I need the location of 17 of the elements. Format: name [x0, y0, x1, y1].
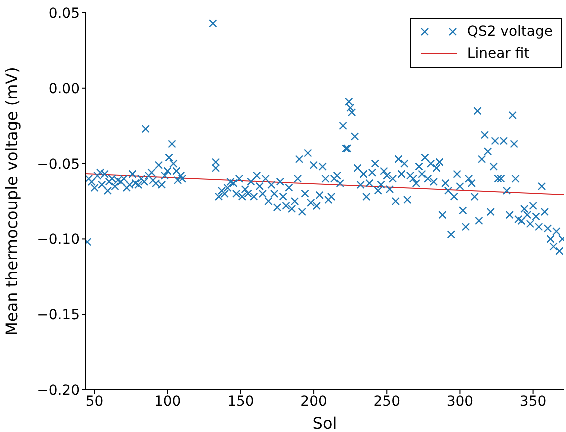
x-tick-label: 300	[446, 394, 474, 410]
y-tick-label: −0.15	[37, 308, 80, 324]
y-axis-title: Mean thermocouple voltage (mV)	[2, 67, 22, 336]
y-tick-label: 0.05	[48, 6, 80, 22]
y-tick-label: −0.10	[37, 232, 80, 248]
y-tick-label: −0.05	[37, 156, 80, 173]
x-tick-label: 100	[154, 394, 182, 410]
x-axis-title: Sol	[312, 414, 338, 432]
x-tick-label: 50	[86, 394, 104, 410]
y-tick-label: 0.00	[48, 81, 80, 98]
x-tick-label: 200	[300, 394, 328, 410]
legend-label: QS2 voltage	[467, 24, 553, 40]
x-tick-label: 150	[228, 394, 254, 410]
y-tick-label: −0.20	[37, 382, 80, 399]
x-tick-label: 350	[520, 394, 547, 410]
x-tick-label: 250	[374, 394, 400, 410]
legend-label: Linear fit	[467, 46, 530, 62]
